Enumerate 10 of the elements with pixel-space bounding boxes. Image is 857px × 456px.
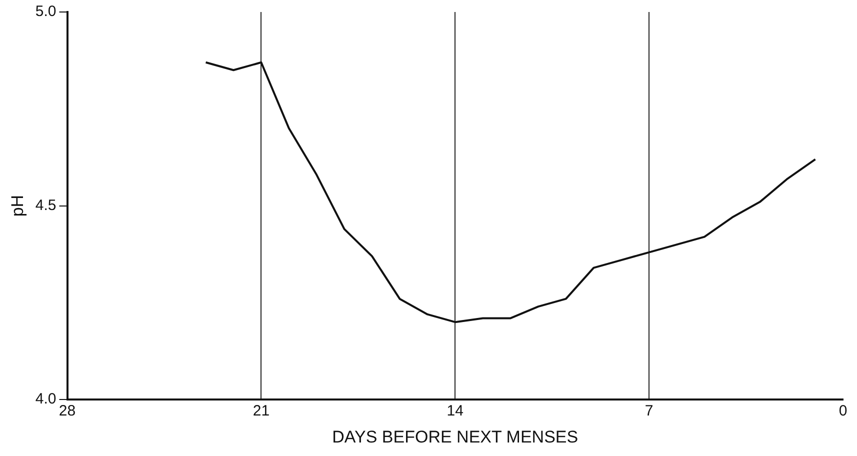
y-axis-title: pH <box>8 194 27 217</box>
x-tick-label: 7 <box>644 402 654 420</box>
x-tick-label: 14 <box>446 402 464 420</box>
x-tick-label: 28 <box>58 402 76 420</box>
x-tick-label: 21 <box>252 402 270 420</box>
y-tick-label: 4.5 <box>35 196 56 214</box>
x-axis-title: DAYS BEFORE NEXT MENSES <box>332 427 578 446</box>
y-tick-label: 5.0 <box>35 3 56 20</box>
y-tick-label: 4.0 <box>35 390 56 408</box>
x-tick-label: 0 <box>838 402 848 420</box>
